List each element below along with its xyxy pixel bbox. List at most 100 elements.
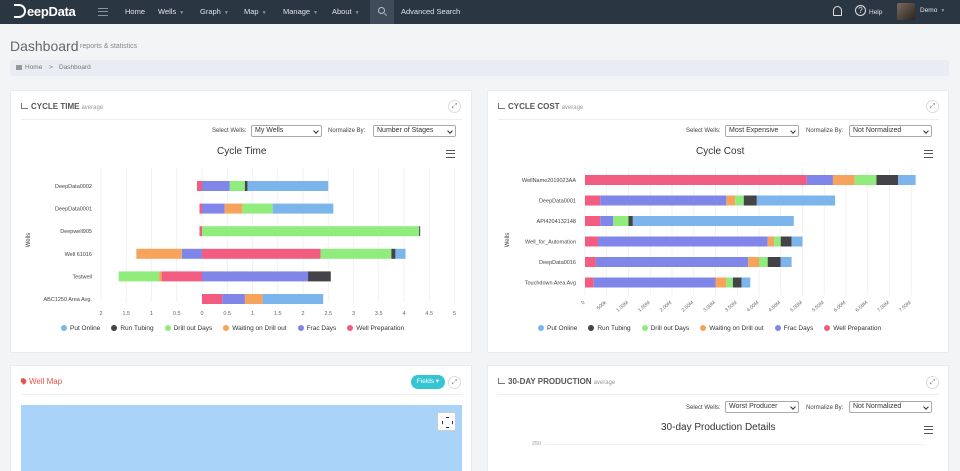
normalize-by-dropdown[interactable]: Not Normalized — [849, 125, 932, 137]
legend-item[interactable]: Well Preparation — [824, 325, 881, 332]
y-category-label: DeepData0016 — [539, 260, 576, 266]
legend-item[interactable]: Waiting on Drill out — [700, 325, 764, 332]
expand-icon[interactable]: ⤢ — [926, 376, 939, 389]
breadcrumb-separator: > — [49, 64, 53, 71]
nav-manage[interactable]: Manage ▼ — [283, 7, 318, 16]
bar-segment — [222, 294, 245, 304]
x-tick-label: 2 — [99, 311, 102, 317]
select-wells-dropdown[interactable]: Most Expensive — [725, 125, 799, 137]
x-tick-label: 1 — [150, 311, 153, 317]
y-category-label: Well 61016 — [65, 252, 92, 258]
notification-bell-icon[interactable] — [833, 6, 842, 16]
bar-segment — [308, 271, 331, 282]
search-icon — [378, 7, 385, 14]
page-title: Dashboard — [10, 38, 79, 54]
nav-wells[interactable]: Wells ▼ — [158, 7, 184, 16]
production-title-text: 30-DAY PRODUCTION — [508, 377, 592, 386]
legend-item[interactable]: Frac Days — [774, 325, 814, 332]
expand-icon[interactable]: ⤢ — [926, 100, 939, 113]
bar-segment — [585, 277, 594, 288]
bar-segment — [806, 175, 833, 185]
x-tick-label: 0.5 — [223, 311, 231, 317]
nav-graph[interactable]: Graph ▼ — [200, 7, 229, 16]
normalize-by-label: Normalize By: — [806, 405, 844, 411]
bar-segment — [726, 277, 733, 288]
legend-item[interactable]: Frac Days — [297, 325, 336, 332]
legend-item[interactable]: Run Tubing — [111, 325, 154, 332]
x-tick-label: 4 — [402, 311, 405, 317]
fullscreen-icon[interactable] — [437, 412, 456, 431]
brand-logo[interactable]: eepData — [14, 4, 76, 19]
legend-label: Drill out Days — [173, 325, 213, 332]
y-category-label: Well_for_Automation — [525, 240, 576, 246]
legend-item[interactable]: Run Tubing — [588, 325, 631, 332]
cycle-cost-title-text: CYCLE COST — [508, 102, 560, 111]
expand-icon[interactable]: ⤢ — [448, 100, 461, 113]
legend-item[interactable]: Put Online — [538, 325, 577, 332]
select-wells-dropdown[interactable]: My Wells — [251, 125, 322, 137]
chart-menu-icon[interactable] — [924, 150, 933, 158]
nav-map[interactable]: Map ▼ — [244, 7, 267, 16]
bar-segment — [391, 248, 396, 259]
x-tick-label: 4.5 — [425, 311, 433, 317]
legend-label: Frac Days — [783, 325, 814, 332]
y-category-label: Testwell — [72, 274, 92, 280]
normalize-by-dropdown[interactable]: Number of Stages — [373, 125, 456, 137]
nav-home[interactable]: Home — [125, 7, 146, 16]
x-tick-label: 1.5 — [122, 311, 130, 317]
cycle-cost-subtitle: average — [561, 105, 584, 111]
user-menu[interactable]: Demo ▼ — [920, 7, 945, 14]
bar-segment — [272, 203, 334, 214]
bar-segment — [320, 248, 392, 259]
bar-segment — [202, 181, 230, 191]
well-map-title: Well Map — [19, 377, 62, 386]
y-category-label: DeepData0001 — [55, 207, 92, 213]
bar-segment — [732, 277, 742, 288]
x-tick-label: 1.00M — [615, 300, 630, 314]
legend-item[interactable]: Well Preparation — [347, 325, 404, 332]
x-tick-label: 2 — [301, 311, 304, 317]
bar-segment — [199, 226, 202, 237]
advanced-search-link[interactable]: Advanced Search — [401, 7, 461, 16]
bar-segment — [735, 195, 744, 206]
bar-segment — [242, 203, 273, 214]
bar-segment — [780, 236, 792, 247]
select-wells-label: Select Wells: — [212, 128, 247, 134]
select-wells-label: Select Wells: — [686, 405, 721, 411]
x-tick-label: 0 — [580, 300, 586, 307]
x-tick-label: 1.50M — [637, 300, 652, 314]
legend-item[interactable]: Drill out Days — [164, 325, 213, 332]
y-category-label: API4204132148 — [537, 219, 576, 225]
chart-menu-icon[interactable] — [924, 426, 933, 434]
logo-d-icon — [14, 4, 26, 18]
avatar[interactable] — [897, 3, 915, 20]
breadcrumb-home[interactable]: Home — [25, 64, 43, 71]
legend-dot-icon — [641, 325, 648, 331]
bar-segment — [743, 195, 757, 206]
legend-item[interactable]: Put Online — [61, 325, 100, 332]
legend-dot-icon — [223, 325, 230, 331]
legend-item[interactable]: Waiting on Drill out — [223, 325, 287, 332]
bar-segment — [161, 271, 202, 282]
normalize-by-dropdown[interactable]: Not Normalized — [849, 401, 932, 413]
help-icon[interactable]: ? — [855, 5, 866, 16]
expand-icon[interactable]: ⤢ — [448, 376, 461, 389]
bar-segment — [632, 216, 794, 226]
well-map[interactable] — [21, 405, 462, 471]
menu-toggle-icon[interactable] — [98, 8, 108, 16]
legend-item[interactable]: Drill out Days — [641, 325, 689, 332]
y-category-label: ABC1250 Area Avg. — [43, 297, 92, 303]
cycle-time-title-text: CYCLE TIME — [31, 102, 80, 111]
bar-chart-icon — [498, 378, 505, 384]
help-link[interactable]: Help — [869, 9, 883, 16]
bar-segment — [585, 195, 601, 206]
search-button[interactable] — [370, 0, 394, 24]
x-tick-label: 2.00M — [659, 300, 674, 314]
chart-menu-icon[interactable] — [446, 150, 455, 158]
nav-about[interactable]: About ▼ — [332, 7, 360, 16]
legend-dot-icon — [297, 325, 304, 331]
fields-button[interactable]: Fields ▾ — [411, 375, 445, 389]
home-icon — [16, 65, 22, 70]
select-wells-dropdown[interactable]: Worst Producer — [725, 401, 799, 413]
bar-segment — [395, 248, 406, 259]
